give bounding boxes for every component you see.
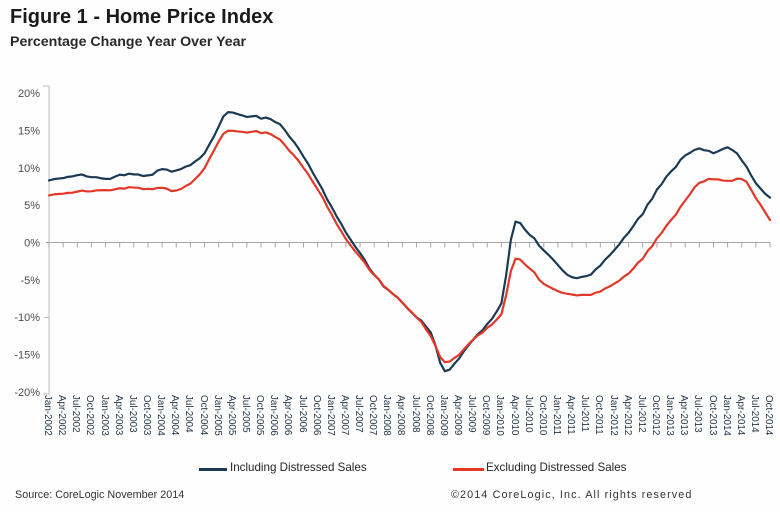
svg-text:-20%: -20% [14, 387, 40, 399]
svg-text:-10%: -10% [14, 312, 40, 324]
svg-text:-5%: -5% [20, 275, 40, 287]
svg-text:20%: 20% [18, 88, 40, 100]
svg-text:-15%: -15% [14, 350, 40, 362]
svg-text:0%: 0% [24, 238, 40, 250]
svg-text:10%: 10% [18, 163, 40, 175]
svg-text:15%: 15% [18, 125, 40, 137]
svg-text:5%: 5% [24, 200, 40, 212]
